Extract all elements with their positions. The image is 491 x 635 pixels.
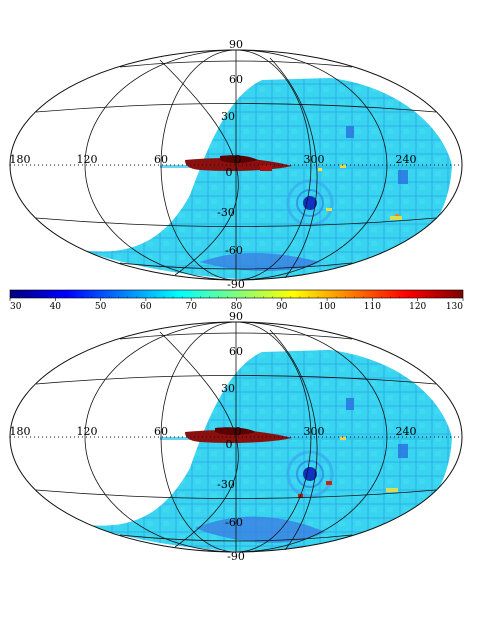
colorbar-tick-label: 130 xyxy=(446,302,463,312)
lat-label-30: 30 xyxy=(221,110,235,123)
lon-label-120: 120 xyxy=(77,425,98,438)
colorbar-gradient xyxy=(9,289,464,299)
colorbar-tick-label: 50 xyxy=(95,302,107,312)
lat-label-30: 30 xyxy=(221,382,235,395)
lon-label-300: 300 xyxy=(304,425,325,438)
colorbar-tick-label: 40 xyxy=(50,302,62,312)
lon-label-300: 300 xyxy=(304,153,325,166)
colorbar-ticks: 30 40 50 60 70 80 90 100 110 120 130 xyxy=(9,296,464,312)
lat-label-90: 90 xyxy=(229,38,243,51)
lon-label-60: 60 xyxy=(154,425,168,438)
colorbar-tick-label: 80 xyxy=(231,302,243,312)
lat-label-minus30: -30 xyxy=(217,206,235,219)
lat-label-minus60: -60 xyxy=(225,244,243,257)
coverage-region-top xyxy=(80,78,452,280)
colorbar: 30 40 50 60 70 80 90 100 110 120 130 xyxy=(9,289,464,312)
lon-label-0: 0 xyxy=(235,153,242,166)
lat-label-60: 60 xyxy=(229,345,243,358)
lat-label-minus90: -90 xyxy=(227,550,245,563)
lat-label-90: 90 xyxy=(229,310,243,323)
lon-label-240: 240 xyxy=(396,153,417,166)
lat-label-0: 0 xyxy=(226,438,233,451)
colorbar-tick-label: 110 xyxy=(364,302,381,312)
colorbar-tick-label: 30 xyxy=(10,302,22,312)
lat-label-60: 60 xyxy=(229,73,243,86)
colorbar-tick-label: 90 xyxy=(276,302,288,312)
lon-label-240: 240 xyxy=(396,425,417,438)
colorbar-tick-label: 120 xyxy=(409,302,426,312)
lat-label-0: 0 xyxy=(226,166,233,179)
lon-label-180: 180 xyxy=(10,425,31,438)
sky-map-bottom: 90 60 30 0 -30 -60 -90 180 120 60 0 300 … xyxy=(9,310,463,563)
colorbar-tick-label: 70 xyxy=(185,302,197,312)
colorbar-tick-label: 60 xyxy=(140,302,152,312)
lon-label-180: 180 xyxy=(10,153,31,166)
sky-map-top: 90 60 30 0 -30 -60 -90 180 120 60 0 300 … xyxy=(9,38,463,291)
lon-label-120: 120 xyxy=(77,153,98,166)
coverage-region-bottom xyxy=(85,350,452,552)
lat-label-minus30: -30 xyxy=(217,478,235,491)
lat-label-minus60: -60 xyxy=(225,516,243,529)
colorbar-tick-label: 100 xyxy=(319,302,336,312)
lat-label-minus90: -90 xyxy=(227,278,245,291)
lon-label-60: 60 xyxy=(154,153,168,166)
lon-label-0: 0 xyxy=(235,425,242,438)
